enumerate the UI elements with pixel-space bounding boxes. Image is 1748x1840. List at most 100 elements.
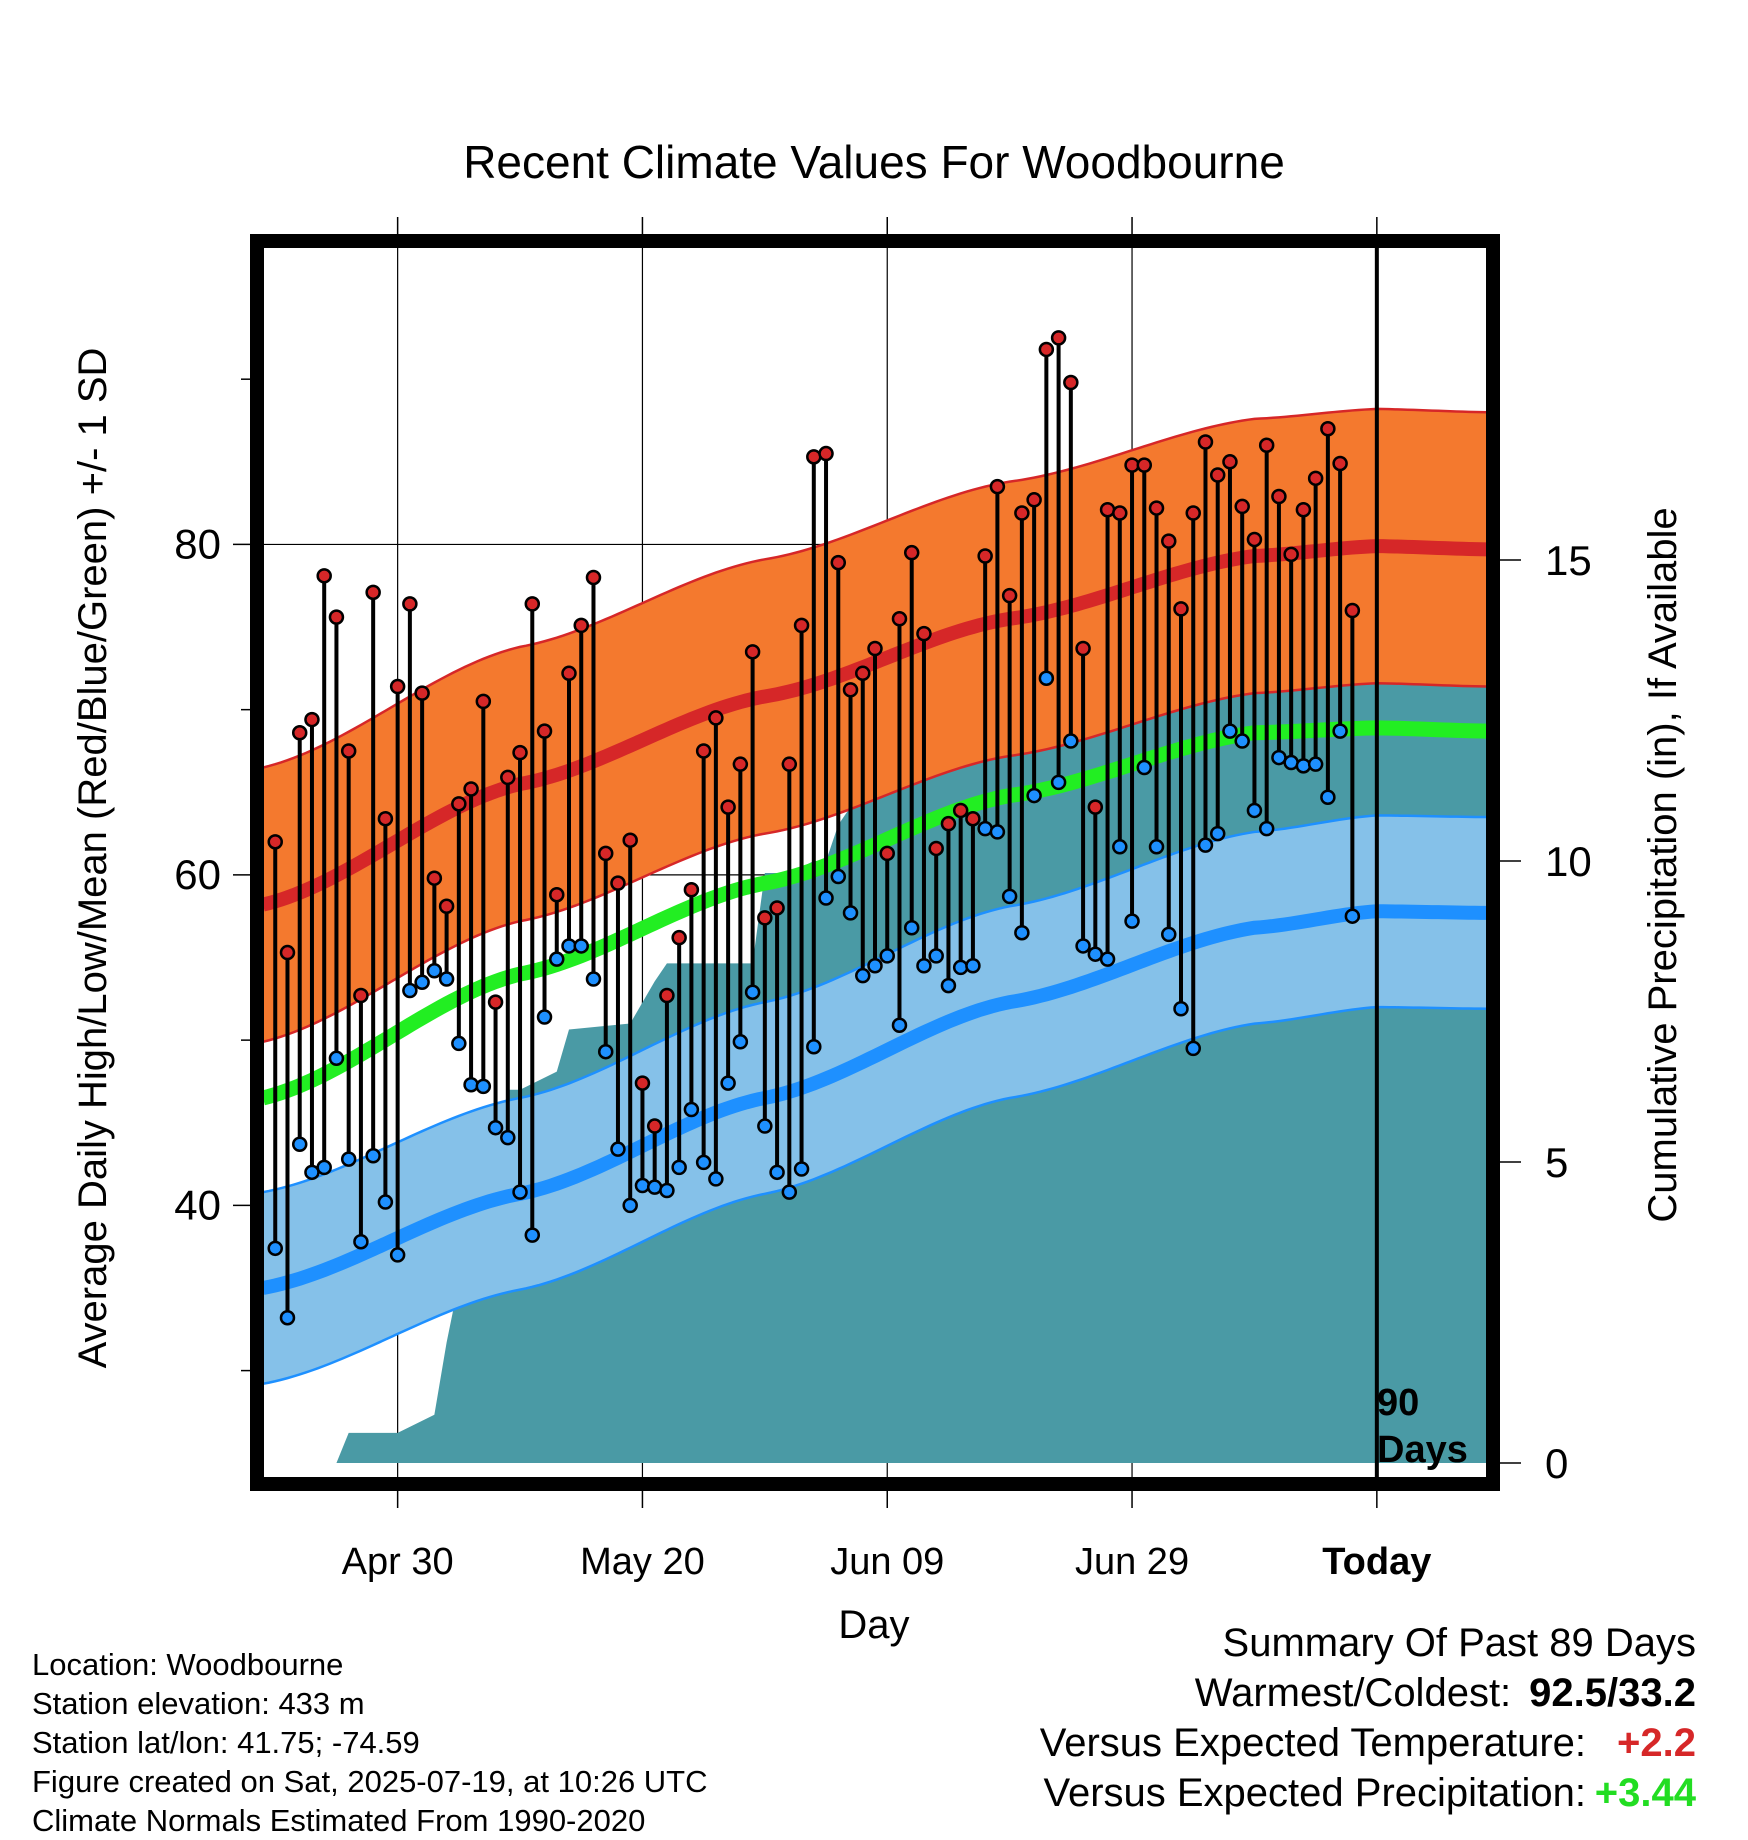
x-tick-label: Jun 09 (830, 1541, 944, 1583)
y-tick-label-left: 40 (174, 1181, 221, 1228)
daily-low-marker (622, 1197, 638, 1214)
daily-high-marker (487, 994, 504, 1010)
daily-high-marker (695, 743, 712, 759)
daily-low-marker (365, 1148, 381, 1164)
daily-low-marker (524, 1227, 541, 1243)
temp-label: Versus Expected Temperature: (1039, 1721, 1586, 1765)
daily-high-marker (1307, 470, 1324, 487)
daily-low-marker (536, 1009, 553, 1025)
daily-low-marker (916, 958, 932, 974)
y-tick-label-left: 60 (174, 851, 221, 898)
daily-high-marker (732, 756, 749, 772)
daily-high-marker (414, 685, 430, 701)
daily-high-marker (1075, 640, 1091, 657)
daily-high-marker (438, 898, 455, 915)
daily-low-marker (1136, 759, 1153, 776)
latlon-text: Station lat/lon: 41.75; -74.59 (32, 1725, 420, 1760)
daily-high-marker (977, 548, 993, 564)
daily-low-marker (1038, 670, 1055, 687)
daily-low-marker (903, 920, 920, 936)
daily-high-marker (1014, 505, 1030, 521)
daily-low-marker (732, 1034, 749, 1050)
daily-low-marker (695, 1154, 712, 1171)
daily-low-marker (316, 1159, 332, 1176)
daily-high-marker (1234, 498, 1250, 515)
normal-low-line (263, 904, 1487, 1295)
daily-low-marker (1246, 802, 1263, 819)
daily-low-marker (708, 1171, 724, 1187)
daily-low-marker (377, 1194, 394, 1210)
daily-high-marker (940, 815, 957, 832)
y-tick-label-right: 0 (1545, 1440, 1568, 1487)
x-tick-label: Today (1322, 1541, 1431, 1583)
daily-low-marker (1295, 758, 1312, 774)
daily-low-marker (646, 1179, 663, 1195)
daily-high-marker (1050, 330, 1067, 346)
daily-low-marker (500, 1129, 516, 1146)
daily-high-marker (610, 875, 626, 891)
daily-low-marker (610, 1141, 626, 1157)
daily-low-marker (781, 1184, 798, 1200)
chart-title: Recent Climate Values For Woodbourne (463, 136, 1285, 188)
daily-high-marker (1148, 500, 1165, 516)
precip-label: Versus Expected Precipitation: (1043, 1771, 1586, 1815)
daily-high-marker (1209, 467, 1226, 483)
daily-low-marker (597, 1043, 614, 1060)
y-tick-label-right: 15 (1545, 537, 1592, 584)
axes: Apr 30 May 20 Jun 09 Jun 29 Today 40 60 80 0 5 10 1… (174, 217, 1592, 1583)
daily-low-marker (1173, 1000, 1189, 1017)
daily-high-marker (316, 568, 332, 584)
daily-high-marker (1063, 374, 1079, 391)
daily-high-marker (573, 617, 589, 634)
summary-heading: Summary Of Past 89 Days (1222, 1621, 1696, 1665)
daily-low-marker (475, 1078, 492, 1095)
daily-low-marker (1112, 839, 1128, 855)
daily-low-marker (426, 962, 443, 979)
daily-high-marker (830, 554, 847, 571)
daily-high-marker (842, 682, 859, 698)
summary-panel: Summary Of Past 89 Days Warmest/Coldest:… (1040, 1618, 1696, 1818)
daily-low-marker (1099, 951, 1116, 967)
daily-high-marker (769, 900, 785, 916)
daily-high-marker (744, 644, 761, 660)
y-axis-label-right: Cumulative Precipitation (in), If Availa… (1641, 507, 1685, 1222)
summary-temp: Versus Expected Temperature: +2.2 (1040, 1718, 1696, 1768)
daily-low-marker (402, 982, 418, 999)
y-tick-label-right: 5 (1545, 1139, 1568, 1186)
station-info: Location: Woodbourne Station elevation: … (32, 1645, 708, 1840)
daily-low-marker (279, 1309, 296, 1326)
daily-high-marker (634, 1075, 651, 1091)
daily-low-marker (806, 1038, 822, 1055)
daily-high-marker (952, 802, 969, 819)
daily-low-marker (389, 1247, 406, 1263)
daily-low-marker (549, 951, 565, 967)
daily-low-marker (1161, 926, 1177, 943)
daily-high-marker (500, 769, 516, 786)
daily-low-marker (328, 1050, 345, 1067)
daily-low-marker (720, 1075, 736, 1091)
today-annotation-line1: 90 (1377, 1382, 1419, 1424)
daily-high-marker (1087, 799, 1104, 815)
plot-frame (250, 234, 1500, 1491)
daily-high-marker (1001, 587, 1018, 604)
daily-low-marker (1075, 938, 1091, 954)
daily-low-marker (487, 1119, 504, 1136)
daily-high-marker (1026, 492, 1042, 508)
daily-high-marker (463, 781, 479, 797)
daily-high-marker (916, 625, 932, 642)
y-axis-label-left: Average Daily High/Low/Mean (Red/Blue/Gr… (71, 348, 115, 1369)
daily-low-marker (291, 1136, 308, 1152)
daily-low-marker (855, 967, 871, 984)
daily-high-marker (597, 845, 614, 862)
daily-low-marker (634, 1177, 651, 1194)
summary-precip: Versus Expected Precipitation: +3.44 (1040, 1768, 1696, 1818)
daily-high-marker (903, 544, 920, 561)
daily-low-marker (769, 1164, 785, 1181)
daily-low-marker (989, 824, 1006, 840)
normals-text: Climate Normals Estimated From 1990-2020 (32, 1803, 646, 1838)
daily-low-marker (1001, 888, 1018, 905)
daily-high-marker (1222, 454, 1238, 470)
daily-high-marker (328, 609, 345, 625)
daily-low-marker (1307, 756, 1324, 772)
daily-high-marker (1344, 602, 1361, 619)
